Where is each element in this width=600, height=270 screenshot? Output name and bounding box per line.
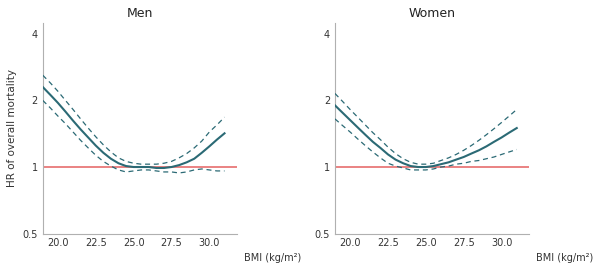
Title: Women: Women [409, 7, 455, 20]
Title: Men: Men [127, 7, 153, 20]
Text: BMI (kg/m²): BMI (kg/m²) [536, 253, 593, 263]
Text: BMI (kg/m²): BMI (kg/m²) [244, 253, 301, 263]
Y-axis label: HR of overall mortality: HR of overall mortality [7, 69, 17, 187]
